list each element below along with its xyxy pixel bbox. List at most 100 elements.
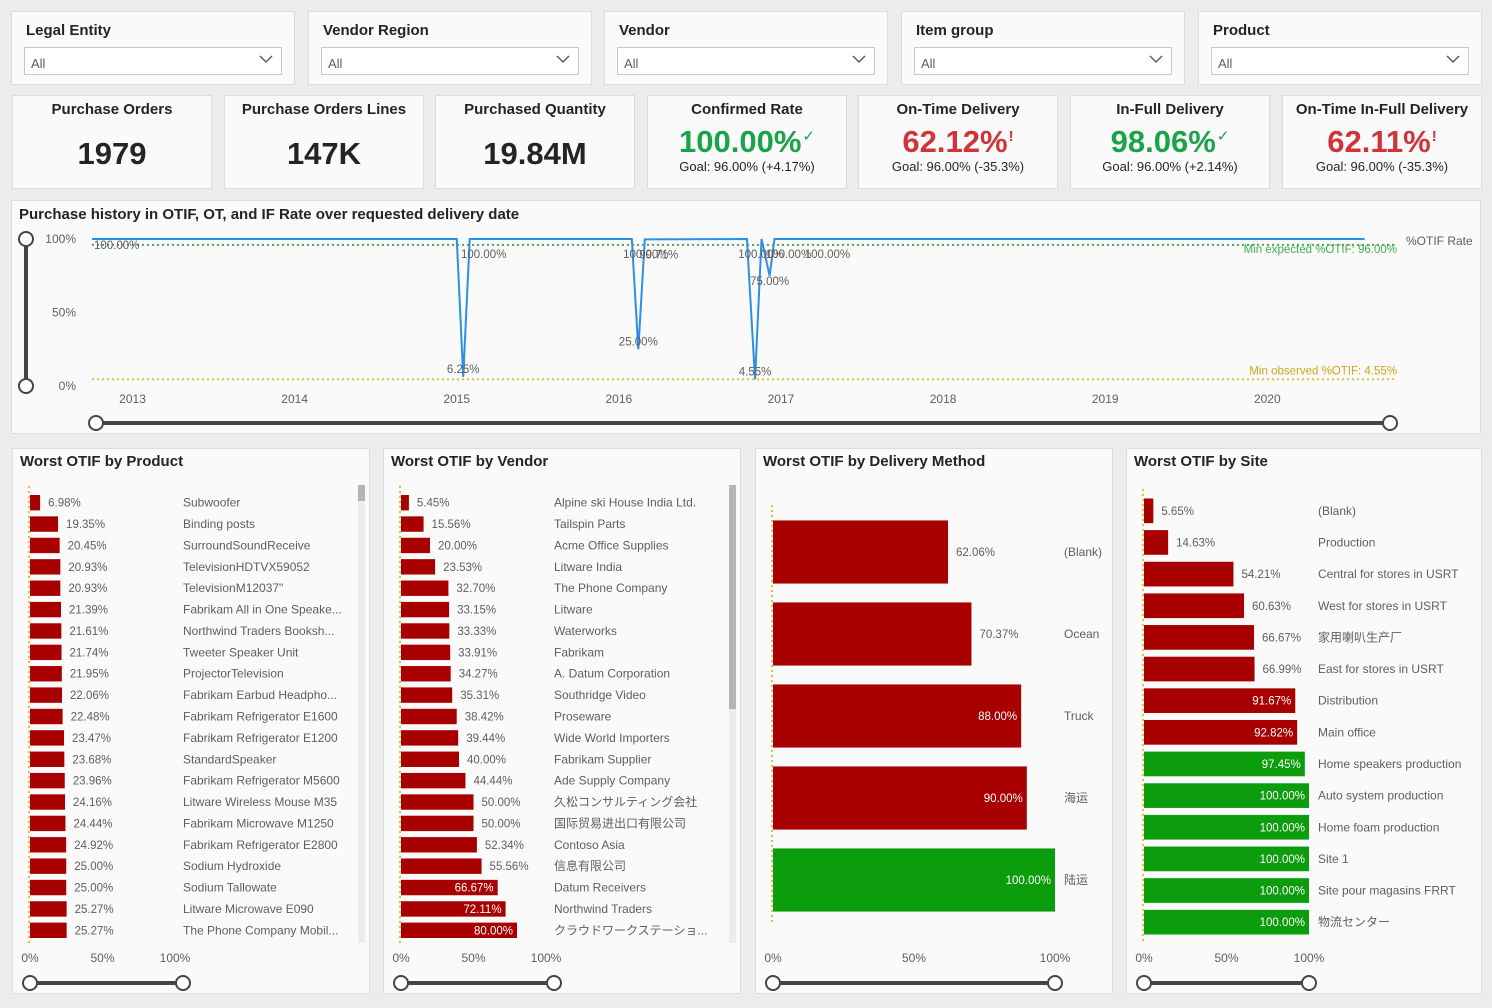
bar [401, 623, 450, 639]
item-group-dropdown[interactable]: All [914, 47, 1172, 75]
range-slider-handle-left[interactable] [1136, 975, 1152, 991]
data-label: 25.00% [74, 861, 113, 873]
category-label: (Blank) [1064, 545, 1102, 559]
category-label: Subwoofer [183, 496, 240, 510]
bar [401, 901, 506, 917]
kpi-on-time-delivery: On-Time Delivery 62.12%! Goal: 96.00% (-… [858, 95, 1058, 189]
data-label: 91.67% [1252, 696, 1291, 708]
y-range-slider-handle-bottom[interactable] [18, 378, 34, 394]
bar [1144, 498, 1154, 524]
data-label: 50.00% [482, 818, 521, 830]
x-range-slider-handle-right[interactable] [1382, 415, 1398, 431]
range-slider-handle-right[interactable] [1301, 975, 1317, 991]
data-label: 20.93% [68, 562, 107, 574]
data-label: 100.00% [94, 240, 139, 252]
bar [401, 601, 450, 618]
category-label: Tailspin Parts [554, 517, 625, 531]
data-label: 25.00% [619, 336, 658, 348]
x-tick-label: 0% [21, 951, 39, 965]
range-slider-handle-left[interactable] [765, 975, 781, 991]
range-slider-handle-left[interactable] [22, 975, 38, 991]
x-tick-label: 50% [461, 951, 485, 965]
worst-otif-by-vendor-chart: Worst OTIF by Vendor 5.45% Alpine ski Hou… [383, 448, 741, 994]
y-tick-label: 50% [52, 306, 76, 320]
chevron-down-icon [1149, 55, 1163, 64]
range-slider-handle-right[interactable] [1047, 975, 1063, 991]
data-label: 50.00% [482, 797, 521, 809]
bar [1144, 656, 1255, 682]
scrollbar-thumb[interactable] [729, 485, 736, 709]
scrollbar-thumb[interactable] [358, 485, 365, 501]
bar [30, 858, 67, 874]
data-label: 6.25% [447, 364, 480, 376]
range-slider-handle-right[interactable] [546, 975, 562, 991]
bar [30, 580, 61, 596]
category-label: Site pour magasins FRRT [1318, 884, 1457, 898]
category-label: Litware Wireless Mouse M35 [183, 795, 337, 809]
x-tick-label: 2015 [443, 392, 470, 406]
category-label: Contoso Asia [554, 838, 625, 852]
bar [401, 922, 517, 939]
vendor-region-dropdown[interactable]: All [321, 47, 579, 75]
range-slider-handle-left[interactable] [393, 975, 409, 991]
data-label: 21.95% [70, 669, 109, 681]
category-label: Sodium Tallowate [183, 881, 277, 895]
bar [1144, 846, 1309, 872]
bar [1144, 909, 1309, 935]
y-range-slider-handle-top[interactable] [18, 231, 34, 247]
category-label: Home foam production [1318, 820, 1439, 834]
category-label: Tweeter Speaker Unit [183, 645, 299, 659]
legal-entity-dropdown[interactable]: All [24, 47, 282, 75]
data-label: 100.00% [738, 249, 783, 261]
bar [401, 708, 457, 725]
x-tick-label: 100% [160, 951, 191, 965]
x-tick-label: 100% [1040, 951, 1071, 965]
category-label: Southridge Video [554, 688, 646, 702]
x-range-slider-handle-left[interactable] [88, 415, 104, 431]
data-label: 88.00% [978, 711, 1017, 723]
bar [401, 730, 459, 746]
category-label: 信息有限公司 [554, 858, 626, 873]
data-label: 80.00% [474, 925, 513, 937]
product-bar-chart-svg: 6.98% Subwoofer 19.35% Binding posts 20.45% S… [21, 485, 365, 991]
x-tick-label: 50% [902, 951, 926, 965]
chart-title: Purchase history in OTIF, OT, and IF Rat… [19, 206, 520, 223]
bar [30, 901, 67, 917]
data-label: 100.00% [1260, 886, 1305, 898]
slicer-title: Vendor Region [323, 22, 429, 39]
data-label: 100.00% [766, 249, 811, 261]
data-label: 24.44% [73, 818, 112, 830]
kpi-goal: Goal: 96.00% (-35.3%) [891, 159, 1025, 174]
data-label: 66.67% [455, 883, 494, 895]
kpi-value: 100.00%✓ [648, 124, 846, 160]
bar [30, 516, 59, 532]
check-icon: ✓ [1216, 127, 1230, 145]
category-label: 海运 [1064, 790, 1088, 805]
kpi-title: On-Time In-Full Delivery [1295, 101, 1469, 118]
kpi-value-text: 98.06% [1110, 124, 1216, 159]
dropdown-value: All [1218, 56, 1233, 71]
data-label: 32.70% [456, 583, 495, 595]
category-label: Litware [554, 603, 593, 617]
category-label: (Blank) [1318, 504, 1356, 518]
data-label: 66.67% [1262, 632, 1301, 644]
bar [1144, 688, 1296, 714]
check-icon: ✓ [802, 127, 815, 145]
kpi-title: Purchase Orders Lines [241, 101, 407, 118]
category-label: Central for stores in USRT [1318, 567, 1459, 581]
bar [401, 837, 477, 853]
bar [30, 879, 67, 896]
bar [401, 879, 498, 896]
category-label: 家用喇叭生产厂 [1318, 629, 1402, 644]
product-dropdown[interactable]: All [1211, 47, 1469, 75]
data-label: 33.91% [458, 647, 497, 659]
category-label: TelevisionM12037" [183, 581, 283, 595]
vendor-dropdown[interactable]: All [617, 47, 875, 75]
chart-title: Worst OTIF by Vendor [391, 453, 549, 470]
kpi-purchase-order-lines: Purchase Orders Lines 147K [224, 95, 424, 189]
data-label: 23.53% [443, 562, 482, 574]
range-slider-handle-right[interactable] [175, 975, 191, 991]
data-label: 4.55% [739, 366, 772, 378]
chart-title: Worst OTIF by Product [20, 453, 184, 470]
data-label: 92.82% [1254, 727, 1293, 739]
